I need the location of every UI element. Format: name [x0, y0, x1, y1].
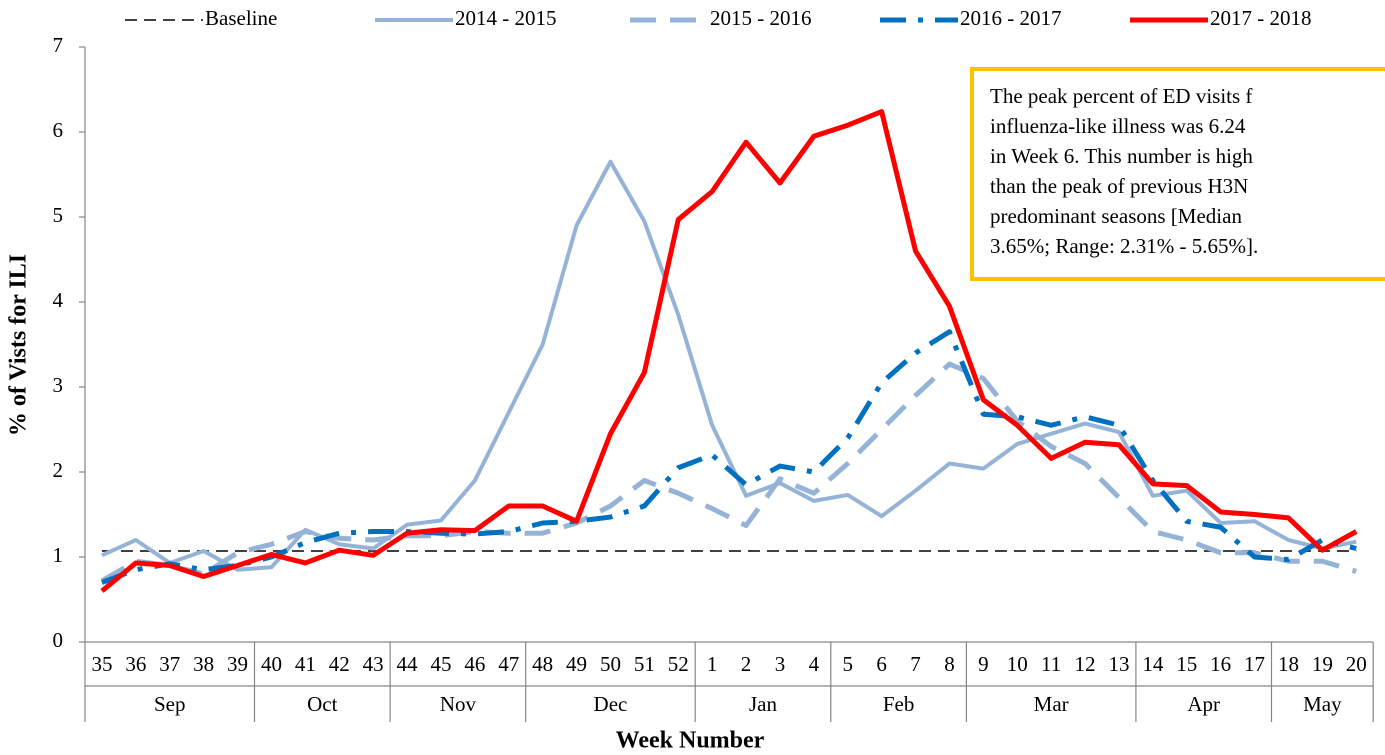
x-tick-label: 8	[944, 652, 955, 676]
x-tick-label: 2	[741, 652, 752, 676]
x-tick-label: 19	[1312, 652, 1333, 676]
annotation-text: influenza-like illness was 6.24	[990, 114, 1246, 138]
annotation-text: than the peak of previous H3N	[990, 174, 1248, 198]
x-tick-label: 3	[775, 652, 786, 676]
x-tick-label: 44	[397, 652, 419, 676]
x-tick-label: 41	[295, 652, 316, 676]
month-label: Apr	[1187, 692, 1220, 716]
x-tick-label: 20	[1346, 652, 1367, 676]
x-tick-label: 35	[91, 652, 112, 676]
legend-label: 2017 - 2018	[1210, 6, 1312, 30]
annotation-box	[970, 67, 1385, 281]
x-tick-label: 38	[193, 652, 214, 676]
x-tick-label: 40	[261, 652, 282, 676]
month-label: Oct	[307, 692, 337, 716]
series-line	[100, 361, 1357, 583]
annotation-text: 3.65%; Range: 2.31% - 5.65%].	[990, 234, 1258, 258]
y-tick-label: 0	[53, 628, 64, 652]
series-line	[100, 109, 1358, 593]
x-tick-label: 51	[634, 652, 655, 676]
x-tick-label: 48	[532, 652, 553, 676]
x-tick-label: 49	[566, 652, 587, 676]
y-tick-label: 7	[53, 33, 64, 57]
legend-label: 2016 - 2017	[960, 6, 1062, 30]
month-label: Mar	[1034, 692, 1069, 716]
month-label: Nov	[440, 692, 477, 716]
x-tick-label: 16	[1210, 652, 1231, 676]
legend-label: Baseline	[205, 6, 277, 30]
month-label: Feb	[883, 692, 915, 716]
annotation-text: in Week 6. This number is high	[990, 144, 1253, 168]
series-line	[101, 329, 1357, 585]
month-label: Sep	[154, 692, 186, 716]
month-label: May	[1303, 692, 1342, 716]
x-tick-label: 12	[1075, 652, 1096, 676]
y-tick-label: 2	[53, 458, 64, 482]
x-tick-label: 39	[227, 652, 248, 676]
y-tick-label: 1	[53, 543, 64, 567]
month-label: Dec	[594, 692, 628, 716]
x-tick-label: 1	[707, 652, 718, 676]
x-tick-label: 11	[1041, 652, 1061, 676]
x-tick-label: 36	[125, 652, 146, 676]
legend-label: 2014 - 2015	[455, 6, 557, 30]
x-tick-label: 15	[1176, 652, 1197, 676]
x-tick-label: 50	[600, 652, 621, 676]
x-tick-label: 47	[498, 652, 519, 676]
x-tick-label: 42	[329, 652, 350, 676]
x-tick-label: 52	[668, 652, 689, 676]
y-tick-label: 3	[53, 373, 64, 397]
y-tick-label: 6	[53, 118, 64, 142]
x-tick-label: 45	[430, 652, 451, 676]
x-axis-title: Week Number	[616, 728, 765, 754]
month-label: Jan	[749, 692, 777, 716]
legend-label: 2015 - 2016	[710, 6, 812, 30]
x-tick-label: 17	[1244, 652, 1265, 676]
x-tick-label: 18	[1278, 652, 1299, 676]
y-axis-title: % of Vists for ILI	[6, 254, 32, 436]
annotation-text: predominant seasons [Median	[990, 204, 1242, 228]
y-tick-label: 5	[53, 203, 64, 227]
x-tick-label: 6	[876, 652, 887, 676]
x-tick-label: 14	[1142, 652, 1164, 676]
x-tick-label: 7	[910, 652, 921, 676]
x-tick-label: 5	[843, 652, 854, 676]
x-tick-label: 46	[464, 652, 485, 676]
x-tick-label: 13	[1108, 652, 1129, 676]
x-tick-label: 10	[1007, 652, 1028, 676]
x-tick-label: 37	[159, 652, 180, 676]
annotation-text: The peak percent of ED visits f	[990, 84, 1252, 108]
x-tick-label: 9	[978, 652, 989, 676]
y-tick-label: 4	[53, 288, 64, 312]
x-tick-label: 43	[363, 652, 384, 676]
x-tick-label: 4	[809, 652, 820, 676]
